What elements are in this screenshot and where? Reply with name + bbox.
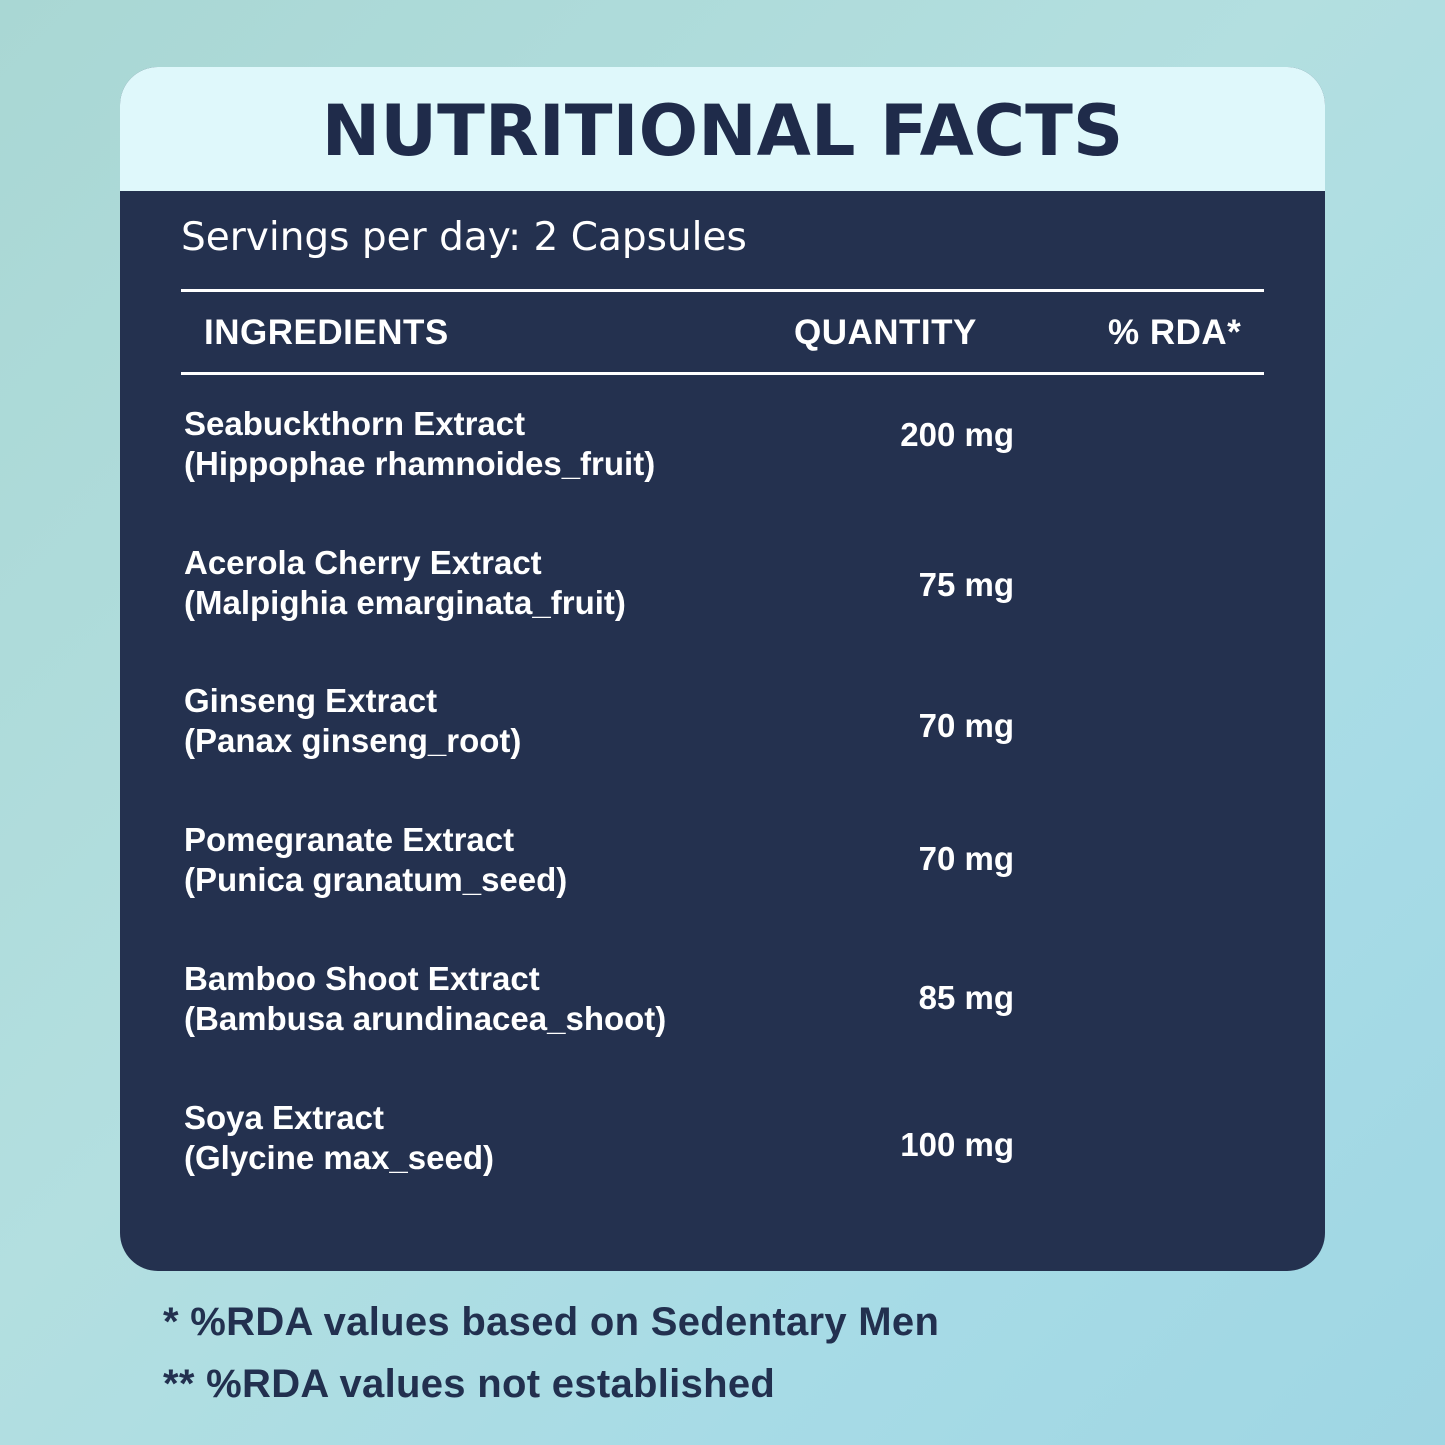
ingredient-list: Seabuckthorn Extract (Hippophae rhamnoid… <box>120 67 1325 1271</box>
ingredient-name: Bamboo Shoot Extract <box>184 960 540 997</box>
footnote-rda-basis: * %RDA values based on Sedentary Men <box>163 1300 940 1344</box>
ingredient-botanical-name: (Panax ginseng_root) <box>184 722 522 759</box>
servings-text: Servings per day: 2 Capsules <box>181 215 747 260</box>
ingredient-quantity: 70 mg <box>918 840 1014 877</box>
ingredient-row: Seabuckthorn Extract (Hippophae rhamnoid… <box>184 405 1264 495</box>
card-header: NUTRITIONAL FACTS <box>120 67 1325 191</box>
column-header-quantity: QUANTITY <box>794 313 977 352</box>
ingredient-name: Pomegranate Extract <box>184 821 515 858</box>
ingredient-botanical-name: (Malpighia emarginata_fruit) <box>184 584 626 621</box>
ingredient-name: Ginseng Extract <box>184 682 438 719</box>
column-header-ingredients: INGREDIENTS <box>204 313 449 352</box>
ingredient-name: Seabuckthorn Extract <box>184 405 526 442</box>
ingredient-botanical-name: (Bambusa arundinacea_shoot) <box>184 1000 667 1037</box>
column-header-rda: % RDA* <box>1108 313 1242 352</box>
ingredient-quantity: 75 mg <box>918 566 1014 603</box>
ingredient-row: Pomegranate Extract (Punica granatum_see… <box>184 821 1264 911</box>
ingredient-botanical-name: (Hippophae rhamnoides_fruit) <box>184 445 656 482</box>
ingredient-quantity: 200 mg <box>900 416 1014 453</box>
ingredient-botanical-name: (Punica granatum_seed) <box>184 861 568 898</box>
nutrition-card: NUTRITIONAL FACTS Servings per day: 2 Ca… <box>120 67 1325 1271</box>
ingredient-name: Acerola Cherry Extract <box>184 544 542 581</box>
table-header-divider <box>181 372 1264 375</box>
ingredient-row: Acerola Cherry Extract (Malpighia emargi… <box>184 544 1264 634</box>
ingredient-quantity: 85 mg <box>918 979 1014 1016</box>
ingredient-row: Soya Extract (Glycine max_seed) 100 mg <box>184 1099 1264 1189</box>
ingredient-botanical-name: (Glycine max_seed) <box>184 1139 494 1176</box>
ingredient-row: Ginseng Extract (Panax ginseng_root) 70 … <box>184 682 1264 772</box>
ingredient-quantity: 100 mg <box>900 1126 1014 1163</box>
table-top-divider <box>181 289 1264 292</box>
page-title: NUTRITIONAL FACTS <box>321 90 1124 172</box>
ingredient-row: Bamboo Shoot Extract (Bambusa arundinace… <box>184 960 1264 1050</box>
ingredient-name: Soya Extract <box>184 1099 384 1136</box>
ingredient-quantity: 70 mg <box>918 707 1014 744</box>
footnote-rda-not-established: ** %RDA values not established <box>163 1362 776 1406</box>
